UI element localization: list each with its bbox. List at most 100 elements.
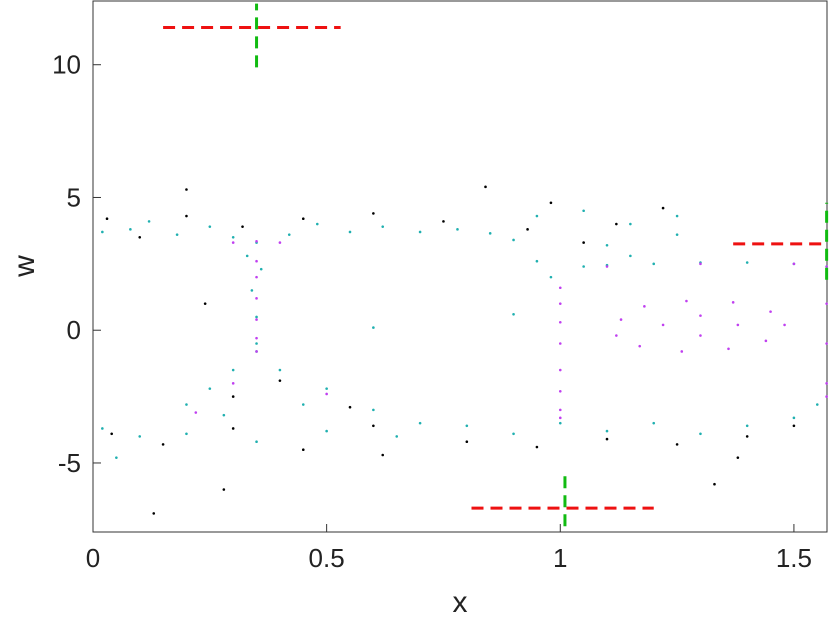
point: [222, 488, 226, 491]
point: [783, 323, 786, 327]
point: [512, 238, 515, 242]
point: [203, 302, 207, 305]
point: [348, 230, 352, 234]
point: [259, 267, 263, 271]
point: [418, 230, 422, 234]
point: [348, 405, 352, 409]
point: [185, 214, 188, 218]
point: [549, 275, 553, 279]
point: [727, 347, 730, 351]
point: [101, 230, 104, 234]
point: [643, 305, 646, 308]
point: [255, 275, 258, 279]
point: [736, 323, 740, 327]
x-tick-label: 0.5: [309, 543, 345, 573]
plot-frame: [92, 0, 828, 533]
point: [745, 424, 749, 428]
point: [685, 299, 688, 303]
point: [675, 214, 679, 218]
point: [558, 320, 562, 324]
point: [745, 261, 749, 264]
point: [110, 432, 113, 436]
point: [661, 323, 665, 327]
point: [605, 265, 609, 268]
point: [484, 185, 487, 189]
point: [250, 289, 254, 292]
point: [372, 424, 375, 428]
point: [325, 429, 328, 433]
point: [558, 368, 562, 372]
point: [456, 228, 459, 231]
point: [825, 382, 828, 385]
y-tick-label: -5: [58, 448, 81, 478]
point: [512, 432, 515, 436]
point: [241, 225, 244, 228]
point: [558, 421, 562, 425]
point: [255, 297, 258, 300]
point: [147, 220, 151, 223]
point: [255, 315, 258, 319]
point: [185, 188, 188, 191]
point: [605, 429, 609, 433]
point: [558, 286, 562, 290]
y-tick-label: 0: [67, 315, 81, 345]
point: [558, 416, 562, 420]
point: [652, 421, 656, 425]
point: [185, 432, 188, 436]
x-axis-label: x: [453, 586, 468, 619]
point: [535, 259, 539, 263]
point: [558, 302, 562, 305]
point: [255, 440, 258, 444]
point: [825, 395, 828, 398]
point: [638, 344, 642, 348]
point: [194, 411, 198, 414]
point: [105, 217, 109, 221]
point: [301, 448, 305, 451]
point: [245, 254, 249, 258]
point: [615, 334, 618, 337]
point: [825, 265, 828, 268]
point: [825, 302, 828, 305]
point: [699, 334, 702, 337]
point: [815, 403, 819, 406]
point: [736, 456, 740, 459]
point: [138, 235, 142, 239]
point: [255, 336, 258, 340]
point: [175, 233, 179, 236]
point: [680, 350, 684, 353]
point: [255, 259, 258, 263]
point: [115, 456, 118, 459]
point: [255, 318, 258, 321]
point: [769, 310, 772, 313]
point: [325, 387, 328, 390]
point: [699, 314, 702, 317]
point: [255, 350, 258, 353]
point: [619, 318, 623, 321]
x-tick-label: 1.5: [776, 543, 812, 573]
point: [465, 424, 469, 428]
point: [792, 424, 796, 428]
point: [615, 222, 618, 226]
point: [231, 241, 235, 244]
point: [231, 382, 235, 385]
point: [526, 228, 529, 231]
point: [535, 445, 539, 449]
point: [731, 301, 735, 304]
point: [231, 368, 235, 372]
point: [372, 212, 375, 215]
point: [699, 432, 702, 436]
point: [629, 222, 632, 226]
point: [652, 262, 656, 266]
point: [713, 482, 716, 486]
point: [661, 206, 665, 210]
x-tick-label: 1: [553, 543, 567, 573]
x-tick-label: 0: [86, 543, 100, 573]
point: [255, 342, 258, 345]
point: [558, 408, 562, 412]
point: [629, 254, 632, 258]
point: [222, 413, 226, 417]
y-tick-label: 10: [52, 50, 81, 80]
point: [605, 437, 609, 441]
point: [535, 214, 539, 218]
point: [745, 435, 749, 438]
